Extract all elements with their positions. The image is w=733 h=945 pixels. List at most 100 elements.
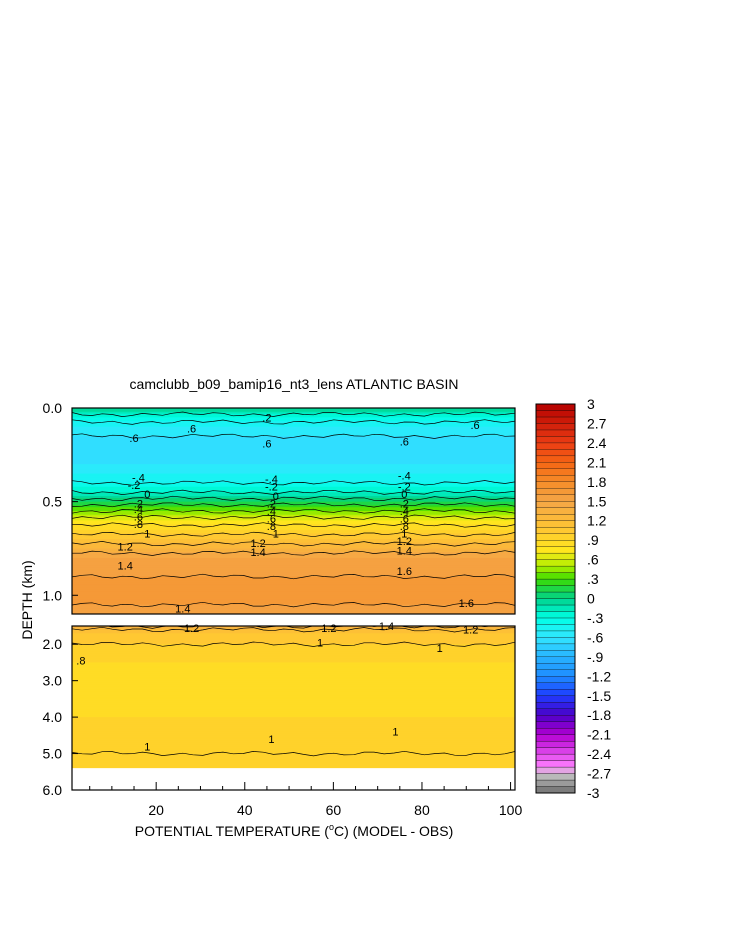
colorbar-swatch xyxy=(535,643,576,651)
colorbar-swatch xyxy=(535,494,576,502)
colorbar-swatch xyxy=(535,540,576,547)
lower-panel-frame xyxy=(71,625,516,791)
fill-band xyxy=(72,492,515,495)
colorbar-tick-label: -1.5 xyxy=(587,688,611,704)
fill-band xyxy=(72,408,515,411)
contour-label: 1 xyxy=(273,529,279,541)
colorbar-tick-label: -2.4 xyxy=(587,746,611,762)
fill-band xyxy=(72,740,515,744)
fill-band xyxy=(72,680,515,684)
fill-band xyxy=(72,713,515,716)
fill-band xyxy=(72,475,515,478)
fill-band xyxy=(72,580,515,583)
fill-band xyxy=(72,494,515,497)
y-tick-label: 1.0 xyxy=(43,587,63,603)
fill-band xyxy=(72,709,515,713)
contour-label: .8 xyxy=(267,521,276,533)
colorbar-tick-label: 0 xyxy=(587,591,595,607)
contour-line xyxy=(72,641,515,647)
contour-label: 1.2 xyxy=(463,625,478,637)
contour-label: .6 xyxy=(400,514,409,526)
contour-label: 1.4 xyxy=(175,603,190,615)
fill-band xyxy=(72,748,515,751)
colorbar-swatch xyxy=(535,702,576,709)
fill-band xyxy=(72,428,515,432)
fill-band xyxy=(72,585,515,589)
colorbar-swatch xyxy=(535,663,576,670)
fill-band xyxy=(72,753,515,756)
fill-band xyxy=(72,626,515,629)
colorbar-swatch xyxy=(535,624,576,632)
fill-band xyxy=(72,514,515,518)
fill-band xyxy=(72,649,515,653)
fill-band xyxy=(72,584,515,587)
fill-band xyxy=(72,441,515,445)
colorbar-swatch xyxy=(535,403,576,411)
x-axis-label-prefix: POTENTIAL TEMPERATURE ( xyxy=(135,823,330,839)
fill-band xyxy=(72,715,515,718)
contour-label: .6 xyxy=(187,424,196,436)
contour-label: .6 xyxy=(267,514,276,526)
x-axis-label-degree: o xyxy=(329,822,334,832)
fill-band xyxy=(72,509,515,512)
fill-band xyxy=(72,610,515,613)
contour-line xyxy=(72,541,515,547)
contour-line xyxy=(72,502,515,508)
fill-band xyxy=(72,567,515,570)
contour-label: 1 xyxy=(268,734,274,746)
colorbar-swatch xyxy=(535,630,576,638)
fill-band xyxy=(72,520,515,523)
fill-band xyxy=(72,582,515,585)
fill-band xyxy=(72,720,515,724)
fill-band xyxy=(72,664,515,667)
fill-band xyxy=(72,479,515,482)
colorbar-swatch xyxy=(535,507,576,515)
contour-label: -.2 xyxy=(128,480,141,492)
y-tick-label: 2.0 xyxy=(43,636,63,652)
fill-band xyxy=(72,482,515,486)
fill-band xyxy=(72,708,515,711)
fill-band xyxy=(72,516,515,520)
fill-band xyxy=(72,682,515,685)
colorbar-tick-label: -1.8 xyxy=(587,707,611,723)
contour-line xyxy=(72,508,515,514)
fill-band xyxy=(72,755,515,758)
colorbar-swatch xyxy=(535,617,576,625)
contour-label: 1 xyxy=(144,529,150,541)
fill-band xyxy=(72,522,515,525)
fill-band xyxy=(72,646,515,649)
colorbar-swatch xyxy=(535,559,576,567)
colorbar-swatch xyxy=(535,449,576,457)
fill-band xyxy=(72,570,515,574)
colorbar-swatch xyxy=(535,442,576,450)
fill-band xyxy=(72,574,515,578)
y-tick-label: 6.0 xyxy=(43,782,63,798)
fill-band xyxy=(72,447,515,450)
upper-panel xyxy=(71,407,516,615)
fill-band xyxy=(72,419,515,422)
colorbar-tick-label: 2.4 xyxy=(587,435,607,451)
fill-band xyxy=(72,434,515,437)
colorbar-tick-label: 2.1 xyxy=(587,454,607,470)
y-tick-label: 0.0 xyxy=(43,400,63,416)
contour-line xyxy=(72,522,515,528)
fill-band xyxy=(72,726,515,729)
contour-label: -.4 xyxy=(398,470,411,482)
colorbar-swatch xyxy=(535,669,576,677)
fill-band xyxy=(72,760,515,764)
fill-band xyxy=(72,597,515,600)
fill-band xyxy=(72,589,515,593)
fill-band xyxy=(72,552,515,555)
fill-band xyxy=(72,533,515,536)
fill-band xyxy=(72,462,515,465)
fill-band xyxy=(72,430,515,433)
fill-band xyxy=(72,733,515,736)
fill-band xyxy=(72,612,515,614)
colorbar-swatch xyxy=(535,468,576,476)
fill-band xyxy=(72,697,515,700)
contour-line xyxy=(72,626,515,633)
colorbar-swatch xyxy=(535,429,576,437)
fill-band xyxy=(72,421,515,424)
x-tick-label: 60 xyxy=(326,802,342,818)
fill-band xyxy=(72,497,515,501)
